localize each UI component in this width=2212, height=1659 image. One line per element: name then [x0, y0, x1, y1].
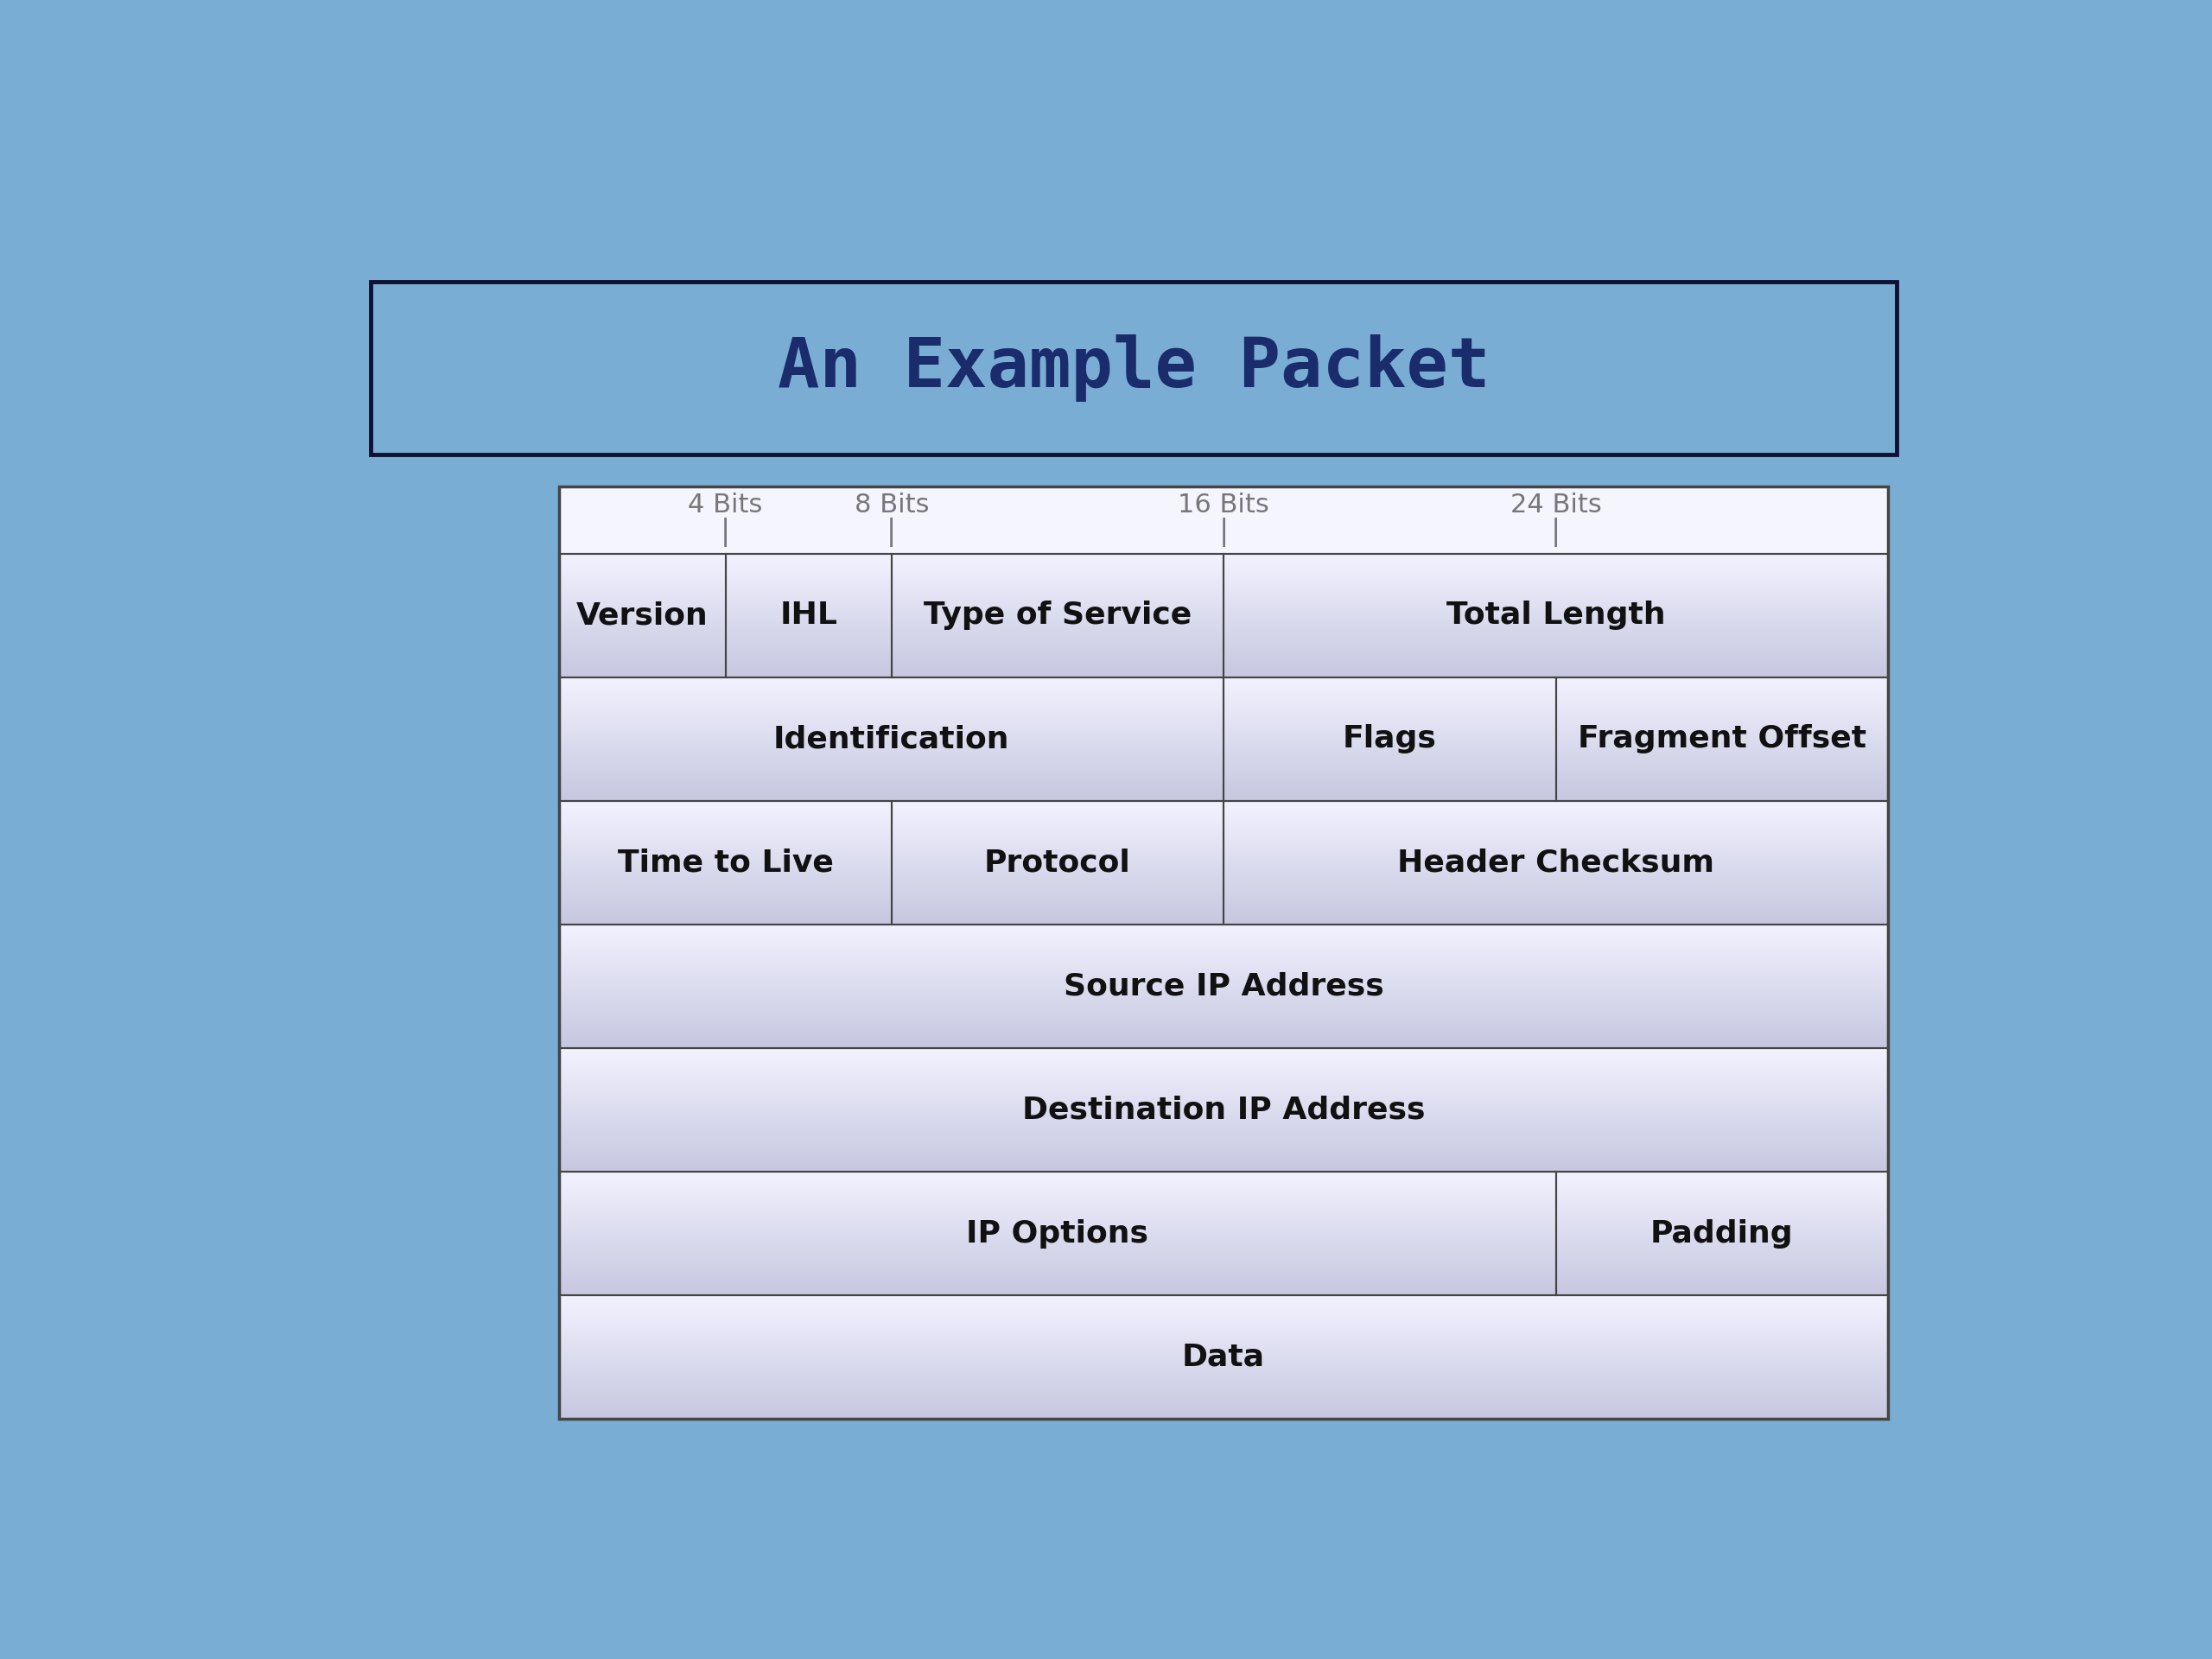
Bar: [1223, 554, 1889, 677]
Text: 4 Bits: 4 Bits: [688, 493, 763, 518]
Bar: [891, 801, 1223, 924]
Bar: [560, 801, 891, 924]
Text: IHL: IHL: [779, 601, 838, 630]
Text: |: |: [887, 518, 896, 547]
Bar: [1555, 1171, 1889, 1296]
Text: Type of Service: Type of Service: [925, 601, 1192, 630]
Bar: [1555, 677, 1889, 801]
Bar: [560, 677, 1223, 801]
Bar: [560, 486, 1889, 1418]
Text: 16 Bits: 16 Bits: [1179, 493, 1270, 518]
Bar: [560, 554, 726, 677]
Text: An Example Packet: An Example Packet: [776, 335, 1491, 401]
Bar: [560, 924, 1889, 1048]
Bar: [1223, 677, 1555, 801]
Text: Data: Data: [1181, 1342, 1265, 1372]
Text: IP Options: IP Options: [967, 1219, 1148, 1248]
Bar: [372, 282, 1896, 455]
Text: Version: Version: [577, 601, 708, 630]
Text: Header Checksum: Header Checksum: [1398, 848, 1714, 878]
Text: 24 Bits: 24 Bits: [1511, 493, 1601, 518]
Bar: [726, 554, 891, 677]
Text: Identification: Identification: [774, 725, 1009, 753]
Bar: [1223, 801, 1889, 924]
Text: Padding: Padding: [1650, 1219, 1794, 1248]
Bar: [560, 1171, 1555, 1296]
Text: |: |: [1551, 518, 1562, 547]
Text: Protocol: Protocol: [984, 848, 1130, 878]
Text: Destination IP Address: Destination IP Address: [1022, 1095, 1425, 1125]
Text: Time to Live: Time to Live: [617, 848, 834, 878]
Bar: [560, 1048, 1889, 1171]
Bar: [560, 1296, 1889, 1418]
Text: Flags: Flags: [1343, 725, 1438, 753]
Text: |: |: [1219, 518, 1228, 547]
Bar: [560, 486, 1889, 1418]
Text: Source IP Address: Source IP Address: [1064, 972, 1385, 1000]
Text: Total Length: Total Length: [1447, 601, 1666, 630]
Text: 8 Bits: 8 Bits: [854, 493, 929, 518]
Text: |: |: [721, 518, 730, 547]
Text: Fragment Offset: Fragment Offset: [1577, 725, 1867, 753]
Bar: [891, 554, 1223, 677]
